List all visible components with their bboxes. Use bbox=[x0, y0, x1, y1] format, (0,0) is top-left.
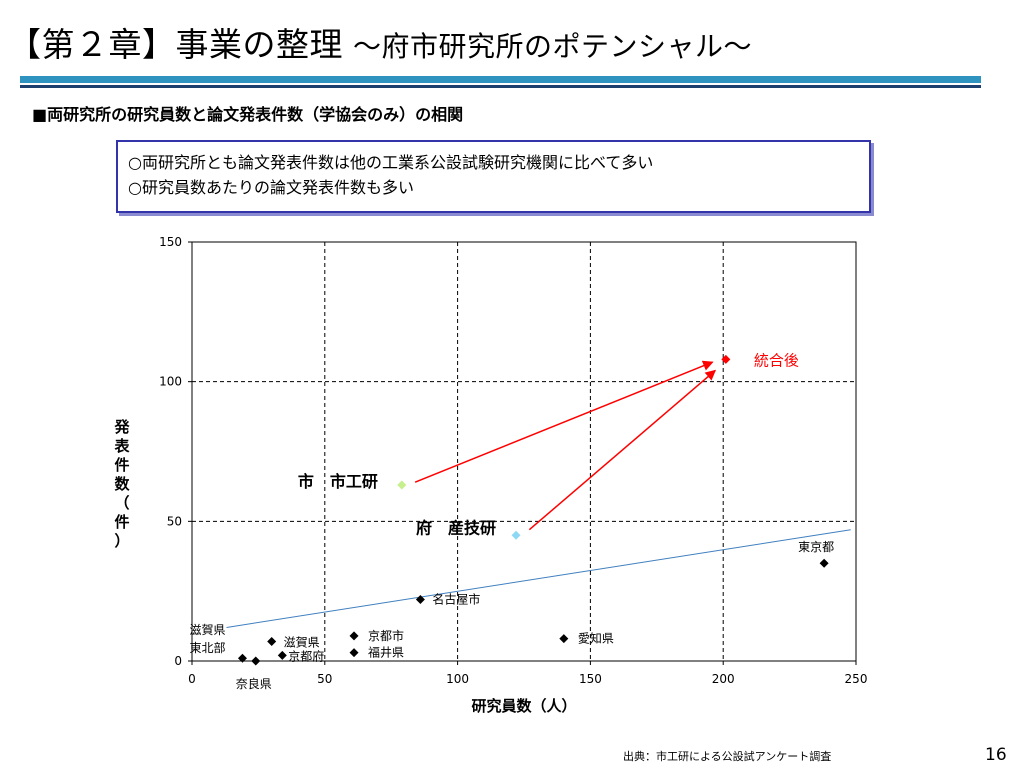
data-label: 滋賀県 bbox=[284, 635, 320, 649]
page-number: 16 bbox=[985, 745, 1007, 765]
data-label: 府 産技研 bbox=[416, 518, 496, 537]
y-tick-label: 150 bbox=[159, 235, 182, 249]
data-point bbox=[511, 530, 521, 540]
data-point bbox=[267, 636, 277, 646]
data-point bbox=[277, 650, 287, 660]
data-point bbox=[397, 480, 407, 490]
data-label: 奈良県 bbox=[236, 676, 272, 691]
y-tick-label: 50 bbox=[167, 514, 182, 528]
data-label: 市 市工研 bbox=[298, 472, 378, 491]
data-label: 滋賀県東北部 bbox=[189, 623, 225, 655]
title-subtitle: ～府市研究所のポテンシャル～ bbox=[353, 30, 753, 63]
data-point bbox=[349, 631, 359, 641]
data-label: 名古屋市 bbox=[432, 592, 480, 607]
title-main: 【第２章】事業の整理 bbox=[8, 25, 343, 64]
data-point bbox=[819, 558, 829, 568]
data-point bbox=[349, 648, 359, 658]
data-point bbox=[721, 354, 731, 364]
data-label: 愛知県 bbox=[578, 632, 614, 646]
title-underline-thin bbox=[20, 85, 981, 88]
data-label: 東京都 bbox=[798, 540, 834, 554]
data-label: 福井県 bbox=[368, 645, 404, 660]
x-tick-label: 50 bbox=[317, 672, 332, 686]
data-point bbox=[237, 653, 247, 663]
y-tick-label: 0 bbox=[174, 654, 182, 668]
x-tick-label: 150 bbox=[579, 672, 602, 686]
title-underline-bar bbox=[20, 76, 981, 83]
merge-arrow-2 bbox=[528, 369, 717, 531]
data-point bbox=[415, 595, 425, 605]
x-tick-label: 100 bbox=[446, 672, 469, 686]
x-tick-label: 0 bbox=[188, 672, 196, 686]
trend-line bbox=[226, 529, 851, 628]
data-label: 京都府 bbox=[288, 648, 324, 663]
merge-arrow-1 bbox=[414, 360, 714, 483]
plot-area bbox=[191, 241, 857, 662]
data-label: 統合後 bbox=[754, 351, 799, 369]
x-tick-label: 250 bbox=[845, 672, 868, 686]
summary-box: ○両研究所とも論文発表件数は他の工業系公設試験研究機関に比べて多い ○研究員数あ… bbox=[116, 140, 871, 213]
x-axis-label: 研究員数（人） bbox=[471, 697, 576, 715]
y-tick-label: 100 bbox=[159, 375, 182, 389]
data-label: 京都市 bbox=[368, 628, 404, 643]
summary-bullet-2: ○研究員数あたりの論文発表件数も多い bbox=[128, 178, 414, 197]
data-point bbox=[559, 634, 569, 644]
x-tick-label: 200 bbox=[712, 672, 735, 686]
y-axis-label: 発表件数（件） bbox=[113, 418, 130, 550]
slide-title: 【第２章】事業の整理 ～府市研究所のポテンシャル～ bbox=[8, 18, 752, 66]
summary-bullet-1: ○両研究所とも論文発表件数は他の工業系公設試験研究機関に比べて多い bbox=[128, 153, 654, 172]
section-heading: ■両研究所の研究員数と論文発表件数（学協会のみ）の相関 bbox=[32, 105, 464, 124]
source-note: 出典：市工研による公設試アンケート調査 bbox=[623, 750, 832, 763]
data-point bbox=[251, 656, 261, 666]
